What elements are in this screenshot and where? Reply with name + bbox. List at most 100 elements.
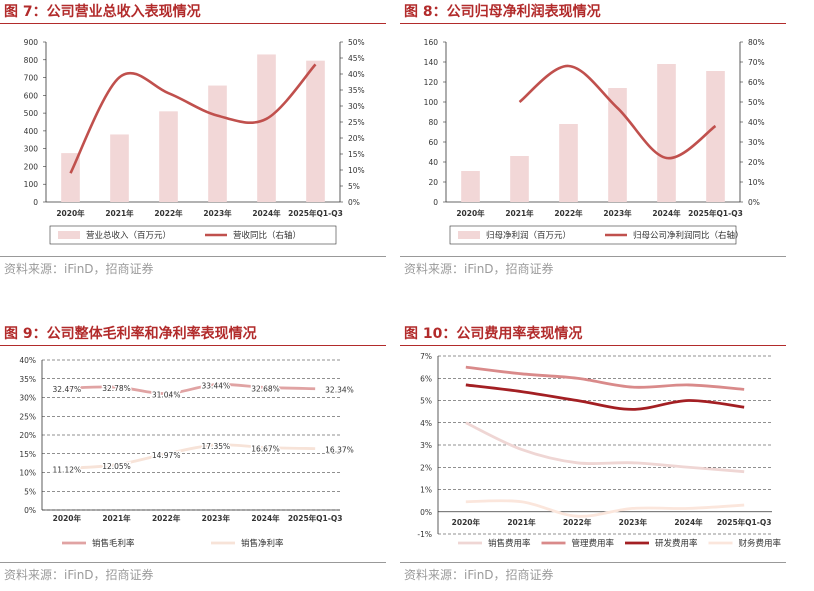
x-tick-label: 2021年 — [102, 513, 131, 523]
x-tick-label: 2022年 — [154, 208, 183, 218]
x-tick-label: 2020年 — [53, 513, 82, 523]
y-tick-left: 40 — [428, 158, 438, 167]
chart-title: 图 7：公司营业总收入表现情况 — [0, 0, 386, 24]
bar — [706, 71, 725, 202]
y-tick-left: 700 — [24, 74, 39, 83]
y-tick-left: 20 — [428, 178, 438, 187]
y-tick-right: 10% — [348, 166, 365, 175]
y-tick-right: 0% — [348, 198, 360, 207]
y-tick-right: 35% — [348, 86, 365, 95]
y-tick-label: 7% — [420, 352, 432, 361]
data-label: 12.05% — [102, 462, 131, 471]
chart-title: 图 10：公司费用率表现情况 — [400, 322, 786, 346]
source-note: 资料来源：iFinD，招商证券 — [4, 262, 154, 276]
legend-label: 营收同比（右轴） — [233, 230, 301, 241]
y-tick-right: 70% — [748, 58, 765, 67]
bar — [461, 171, 480, 202]
x-tick-label: 2025年Q1-Q3 — [288, 208, 343, 218]
y-tick-label: -1% — [417, 530, 432, 539]
x-tick-label: 2021年 — [507, 517, 536, 527]
bar — [608, 88, 627, 202]
y-tick-label: 10% — [19, 469, 36, 478]
y-tick-label: 1% — [420, 486, 432, 495]
data-label: 16.37% — [325, 446, 354, 455]
y-tick-left: 120 — [424, 78, 439, 87]
chart-title: 图 9：公司整体毛利率和净利率表现情况 — [0, 322, 386, 346]
data-label: 14.97% — [152, 451, 181, 460]
legend-label: 销售费用率 — [488, 538, 531, 549]
divider — [400, 562, 786, 563]
y-tick-label: 5% — [24, 487, 36, 496]
data-label: 31.04% — [152, 391, 181, 400]
data-label: 11.12% — [53, 465, 82, 474]
series-line — [69, 63, 317, 174]
y-tick-left: 100 — [24, 180, 39, 189]
legend-label: 研发费用率 — [655, 538, 698, 549]
bar — [110, 134, 129, 202]
y-tick-right: 5% — [348, 182, 360, 191]
legend-swatch-bar — [458, 231, 480, 239]
series-line — [66, 383, 316, 396]
x-tick-label: 2022年 — [152, 513, 181, 523]
series-line — [465, 365, 745, 391]
bar — [159, 111, 178, 202]
legend-label: 归母公司净利润同比（右轴） — [633, 230, 744, 241]
legend-label: 销售净利率 — [241, 538, 284, 549]
data-label: 32.68% — [251, 384, 280, 393]
y-tick-label: 3% — [420, 441, 432, 450]
x-tick-label: 2025年Q1-Q3 — [717, 517, 772, 527]
y-tick-left: 600 — [24, 91, 39, 100]
net-profit-chart: 0 20 40 60 80 100 120 140 160 0% 10% 20% 30% 40% 50% 60… — [424, 38, 765, 245]
data-label: 32.47% — [53, 385, 82, 394]
y-tick-right: 40% — [348, 70, 365, 79]
y-tick-right: 80% — [748, 38, 765, 47]
margin-chart: 0% 5% 10% 15% 20% 25% 30% 35% 40% 2020年 2021年 2022年… — [19, 356, 355, 549]
y-tick-right: 50% — [348, 38, 365, 47]
legend-swatch-bar — [58, 231, 80, 239]
legend-label: 管理费用率 — [572, 538, 615, 549]
revenue-chart: 0 100 200 300 400 500 600 700 800 900 0% 5% 10% 15% 20… — [24, 38, 365, 245]
y-tick-left: 300 — [24, 145, 39, 154]
y-tick-left: 60 — [428, 138, 438, 147]
y-tick-right: 50% — [748, 98, 765, 107]
x-tick-label: 2023年 — [603, 208, 632, 218]
y-tick-left: 800 — [24, 56, 39, 65]
data-label: 33.44% — [202, 382, 231, 391]
series-line — [465, 383, 745, 411]
x-tick-label: 2024年 — [652, 208, 681, 218]
y-tick-left: 500 — [24, 109, 39, 118]
y-tick-label: 40% — [19, 356, 36, 365]
y-tick-right: 10% — [748, 178, 765, 187]
divider — [0, 562, 386, 563]
x-tick-label: 2023年 — [619, 517, 648, 527]
y-tick-left: 0 — [433, 198, 438, 207]
y-tick-right: 20% — [348, 134, 365, 143]
y-tick-left: 140 — [424, 58, 439, 67]
x-tick-label: 2024年 — [251, 513, 280, 523]
data-label: 16.67% — [251, 444, 280, 453]
source-note: 资料来源：iFinD，招商证券 — [404, 568, 554, 582]
bar — [257, 54, 276, 202]
y-tick-left: 900 — [24, 38, 39, 47]
series-line — [518, 64, 717, 160]
y-tick-label: 20% — [19, 431, 36, 440]
y-tick-right: 60% — [748, 78, 765, 87]
chart-panel-margins: 图 9：公司整体毛利率和净利率表现情况 0% 5% 10% 15% 20% 25% 30% 3… — [0, 322, 386, 587]
legend-box — [449, 225, 737, 245]
y-tick-label: 4% — [420, 419, 432, 428]
bar — [208, 85, 227, 202]
y-tick-label: 2% — [420, 463, 432, 472]
y-tick-right: 20% — [748, 158, 765, 167]
x-tick-label: 2023年 — [202, 513, 231, 523]
x-tick-label: 2024年 — [252, 208, 281, 218]
y-tick-right: 30% — [348, 102, 365, 111]
y-tick-label: 5% — [420, 397, 432, 406]
bar — [559, 124, 578, 202]
y-tick-label: 0% — [420, 508, 432, 517]
series-line — [66, 443, 316, 470]
y-tick-label: 25% — [19, 412, 36, 421]
y-tick-left: 0 — [33, 198, 38, 207]
data-label: 32.34% — [325, 386, 354, 395]
legend-label: 财务费用率 — [739, 538, 782, 549]
x-tick-label: 2024年 — [674, 517, 703, 527]
